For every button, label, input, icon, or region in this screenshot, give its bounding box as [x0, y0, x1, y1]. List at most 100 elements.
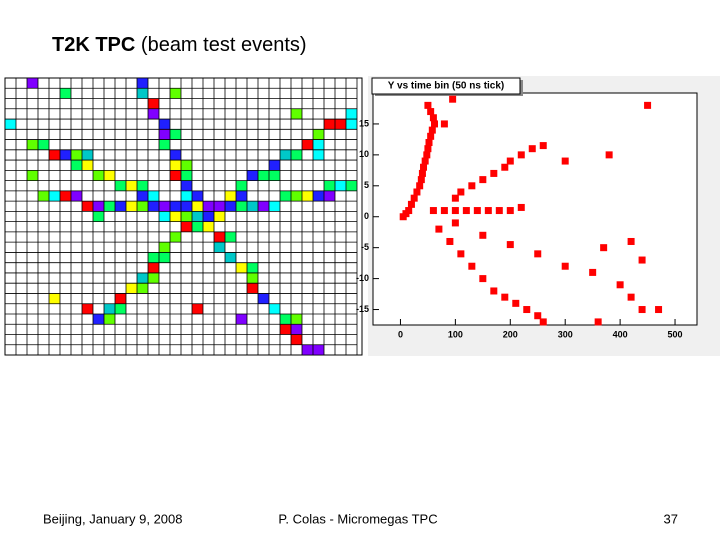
- plot-title-box: [371, 77, 521, 95]
- y-tick-label: 0: [364, 211, 369, 221]
- pad-hit: [104, 201, 115, 212]
- point: [539, 142, 547, 150]
- point: [424, 101, 432, 109]
- pad-hit: [236, 201, 247, 212]
- point: [605, 151, 613, 159]
- pad-hit: [104, 303, 115, 314]
- point: [417, 176, 425, 184]
- point: [517, 151, 525, 159]
- pad-hit: [93, 313, 104, 325]
- point: [428, 126, 436, 134]
- x-tick-label: 300: [558, 329, 573, 339]
- point: [638, 256, 646, 264]
- point: [457, 188, 465, 196]
- pad-hit: [104, 170, 115, 181]
- pad-hit: [93, 201, 104, 212]
- point: [512, 299, 520, 307]
- point: [479, 275, 487, 283]
- pad-hit: [181, 201, 192, 212]
- point: [627, 293, 635, 301]
- y-tick-label: -5: [361, 242, 369, 252]
- point: [420, 163, 428, 171]
- point: [517, 203, 525, 211]
- pad-hit: [170, 211, 181, 222]
- slide-title: T2K TPC (beam test events): [52, 34, 307, 56]
- pad-hit: [236, 313, 247, 325]
- pad-hit: [170, 88, 181, 99]
- pad-hit: [82, 303, 93, 314]
- point: [479, 176, 487, 184]
- pad-hit: [313, 149, 324, 161]
- pad-hit: [148, 98, 159, 109]
- point: [479, 231, 487, 239]
- pad-hit: [346, 119, 357, 130]
- pad-hit: [181, 211, 192, 222]
- point: [600, 244, 608, 252]
- point: [457, 250, 465, 258]
- pad-hit: [269, 170, 280, 181]
- point: [462, 207, 470, 215]
- pad-hit: [269, 303, 280, 314]
- point: [451, 219, 459, 227]
- pad-hit: [115, 303, 126, 314]
- point: [451, 207, 459, 215]
- pad-hit: [269, 160, 280, 171]
- pad-hit: [159, 119, 170, 130]
- pad-hit: [225, 201, 236, 212]
- pad-hit: [214, 242, 225, 253]
- point: [490, 169, 498, 177]
- pad-hit: [93, 211, 104, 222]
- point: [429, 114, 437, 122]
- pad-hit: [148, 190, 159, 202]
- point: [440, 120, 448, 128]
- pad-hit: [126, 201, 137, 212]
- pad-hit: [38, 139, 49, 150]
- pad-hit: [60, 190, 71, 202]
- pad-hit: [236, 190, 247, 202]
- pad-hit: [137, 283, 148, 294]
- point: [506, 157, 514, 165]
- pad-hit: [335, 180, 346, 191]
- y-tick-label: 5: [364, 180, 369, 190]
- pad-hit: [324, 119, 335, 130]
- pad-hit: [181, 160, 192, 171]
- point: [425, 138, 433, 146]
- pad-hit: [137, 190, 148, 202]
- x-tick-label: 500: [668, 329, 683, 339]
- pad-hit: [170, 201, 181, 212]
- point: [501, 293, 509, 301]
- pad-hit: [280, 313, 291, 325]
- pad-hit: [71, 160, 82, 171]
- pad-hit: [214, 231, 225, 243]
- pad-hit: [247, 272, 258, 284]
- pad-hit: [71, 190, 82, 202]
- pad-hit: [115, 201, 126, 212]
- pad-hit: [280, 149, 291, 161]
- pad-hit: [192, 303, 203, 314]
- point: [644, 101, 652, 109]
- pad-hit: [203, 221, 214, 232]
- point: [627, 237, 635, 245]
- point: [431, 120, 439, 128]
- pad-hit: [170, 170, 181, 181]
- pad-hit: [181, 221, 192, 232]
- point: [589, 268, 597, 276]
- pad-hit: [247, 201, 258, 212]
- point: [424, 145, 432, 153]
- pad-hit: [324, 180, 335, 191]
- point: [440, 207, 448, 215]
- point: [534, 312, 542, 320]
- x-tick-label: 0: [398, 329, 403, 339]
- point: [594, 318, 602, 326]
- pad-hit: [93, 170, 104, 181]
- pad-hit: [324, 190, 335, 202]
- pad-hit: [148, 272, 159, 284]
- point: [655, 306, 663, 314]
- pad-hit: [247, 170, 258, 181]
- pad-hit: [280, 190, 291, 202]
- pad-event-display: [4, 77, 363, 356]
- pad-hit: [170, 129, 181, 140]
- pad-hit: [148, 201, 159, 212]
- pad-hit: [159, 129, 170, 140]
